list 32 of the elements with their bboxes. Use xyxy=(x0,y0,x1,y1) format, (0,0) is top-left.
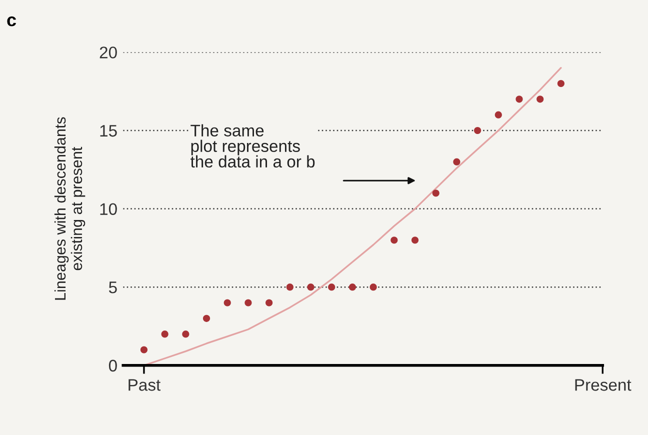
point xyxy=(161,330,168,338)
point xyxy=(370,284,377,291)
y-tick-label: 10 xyxy=(100,203,117,216)
point xyxy=(286,284,294,291)
point xyxy=(348,284,356,291)
y-axis-title: Lineages with descendants existing at present xyxy=(54,117,86,300)
point xyxy=(474,126,482,134)
y-tick-label: 15 xyxy=(100,125,117,137)
annotation: The same plot represents the data in a or b xyxy=(190,124,315,168)
line-series xyxy=(143,67,562,366)
point xyxy=(182,330,190,338)
point xyxy=(432,190,440,197)
point xyxy=(266,299,273,306)
x-tick-label: Present xyxy=(575,379,632,391)
point xyxy=(516,96,523,103)
point xyxy=(244,299,252,306)
point xyxy=(390,236,398,244)
point xyxy=(494,111,502,118)
point xyxy=(536,96,544,103)
point xyxy=(307,284,314,291)
point xyxy=(453,158,460,166)
point xyxy=(328,284,336,291)
point xyxy=(411,236,419,244)
point xyxy=(140,346,148,354)
x-tick-label: Past xyxy=(128,379,161,391)
point xyxy=(202,314,210,322)
y-tick-label: 5 xyxy=(108,282,117,294)
chart-title: c xyxy=(7,16,16,26)
y-tick-label: 20 xyxy=(100,46,117,58)
point xyxy=(224,299,231,306)
point xyxy=(557,80,564,88)
y-tick-label: 0 xyxy=(108,360,117,372)
